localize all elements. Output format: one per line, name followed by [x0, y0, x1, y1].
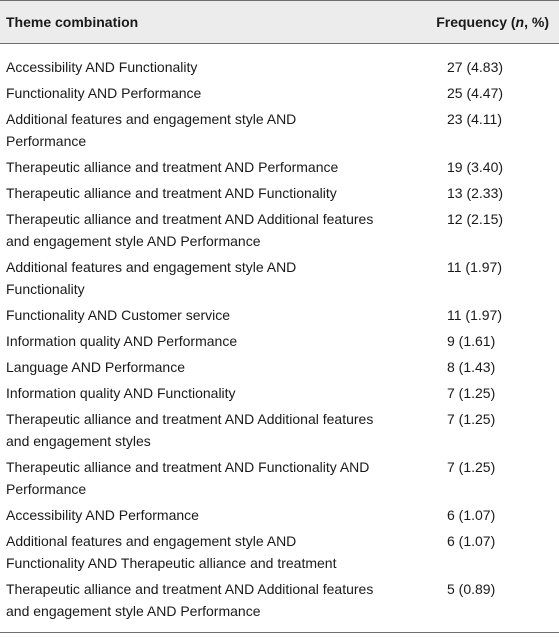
- theme-cell: Information quality AND Functionality: [6, 385, 236, 401]
- frequency-cell: 7 (1.25): [447, 385, 496, 401]
- column-header-frequency: Frequency (n, %): [436, 13, 549, 31]
- frequency-cell: 7 (1.25): [447, 411, 496, 427]
- frequency-header-n: n: [515, 14, 525, 30]
- frequency-header-prefix: Frequency (: [436, 14, 516, 30]
- table-body: Accessibility AND Functionality 27 (4.83…: [0, 55, 559, 625]
- frequency-cell: 8 (1.43): [447, 359, 496, 375]
- frequency-cell: 5 (0.89): [447, 581, 496, 597]
- table-row: Therapeutic alliance and treatment AND A…: [0, 207, 559, 255]
- theme-cell: Information quality AND Performance: [6, 333, 238, 349]
- table-row: Accessibility AND Functionality 27 (4.83…: [0, 55, 559, 81]
- column-header-theme: Theme combination: [6, 14, 139, 30]
- theme-cell: Functionality AND Performance: [6, 85, 202, 101]
- theme-cell: Therapeutic alliance and treatment AND F…: [6, 185, 337, 201]
- table-row: Therapeutic alliance and treatment AND F…: [0, 455, 559, 503]
- table-row: Functionality AND Performance 25 (4.47): [0, 81, 559, 107]
- frequency-cell: 19 (3.40): [447, 159, 504, 175]
- table-row: Language AND Performance 8 (1.43): [0, 355, 559, 381]
- theme-cell: Language AND Performance: [6, 359, 185, 375]
- theme-cell: Accessibility AND Functionality: [6, 59, 198, 75]
- theme-cell: Additional features and engagement style…: [6, 533, 337, 571]
- frequency-cell: 9 (1.61): [447, 333, 496, 349]
- table-bottom-rule: [0, 632, 559, 633]
- table-row: Functionality AND Customer service 11 (1…: [0, 303, 559, 329]
- table-header: Theme combination Frequency (n, %): [0, 0, 559, 44]
- table-row: Additional features and engagement style…: [0, 255, 559, 303]
- theme-cell: Additional features and engagement style…: [6, 259, 297, 297]
- frequency-cell: 12 (2.15): [447, 211, 504, 227]
- table-row: Additional features and engagement style…: [0, 529, 559, 577]
- theme-cell: Accessibility AND Performance: [6, 507, 199, 523]
- frequency-cell: 7 (1.25): [447, 459, 496, 475]
- frequency-cell: 23 (4.11): [447, 111, 502, 127]
- table-row: Information quality AND Performance 9 (1…: [0, 329, 559, 355]
- theme-cell: Additional features and engagement style…: [6, 111, 297, 149]
- table-row: Information quality AND Functionality 7 …: [0, 381, 559, 407]
- theme-cell: Therapeutic alliance and treatment AND P…: [6, 159, 339, 175]
- theme-cell: Therapeutic alliance and treatment AND A…: [6, 411, 374, 449]
- frequency-cell: 25 (4.47): [447, 85, 504, 101]
- frequency-cell: 13 (2.33): [447, 185, 504, 201]
- table-row: Therapeutic alliance and treatment AND A…: [0, 577, 559, 625]
- frequency-cell: 11 (1.97): [447, 307, 502, 323]
- frequency-cell: 6 (1.07): [447, 507, 496, 523]
- frequency-cell: 27 (4.83): [447, 59, 504, 75]
- table-row: Therapeutic alliance and treatment AND P…: [0, 155, 559, 181]
- theme-cell: Therapeutic alliance and treatment AND A…: [6, 211, 374, 249]
- frequency-header-suffix: , %): [524, 14, 549, 30]
- table-row: Therapeutic alliance and treatment AND A…: [0, 407, 559, 455]
- table-row: Accessibility AND Performance 6 (1.07): [0, 503, 559, 529]
- theme-cell: Therapeutic alliance and treatment AND F…: [6, 459, 370, 497]
- table-row: Therapeutic alliance and treatment AND F…: [0, 181, 559, 207]
- frequency-cell: 11 (1.97): [447, 259, 502, 275]
- theme-cell: Therapeutic alliance and treatment AND A…: [6, 581, 374, 619]
- theme-cell: Functionality AND Customer service: [6, 307, 231, 323]
- table-row: Additional features and engagement style…: [0, 107, 559, 155]
- frequency-cell: 6 (1.07): [447, 533, 496, 549]
